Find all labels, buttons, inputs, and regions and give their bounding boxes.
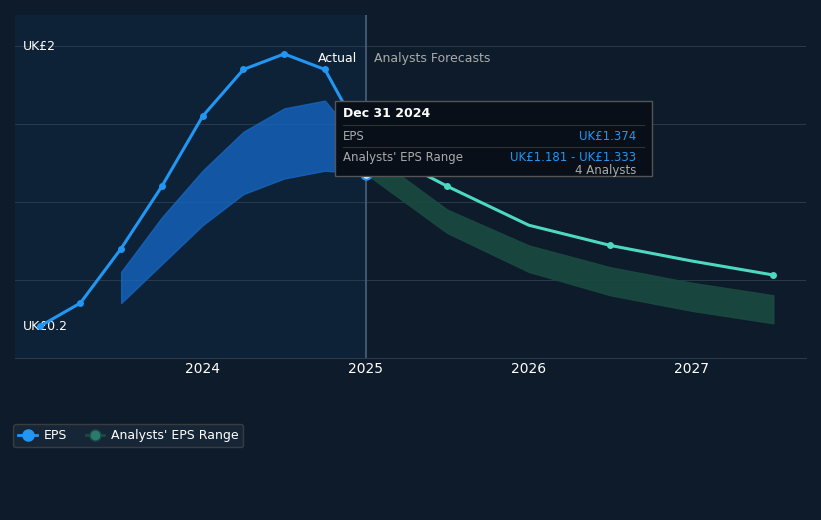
Text: UK£1.374: UK£1.374 [579, 130, 636, 143]
Point [359, 170, 372, 178]
Text: Dec 31 2024: Dec 31 2024 [343, 108, 430, 121]
Point [767, 271, 780, 279]
Point [319, 66, 332, 74]
FancyBboxPatch shape [336, 101, 652, 176]
Point [196, 112, 209, 120]
Point [359, 146, 372, 154]
Legend: EPS, Analysts' EPS Range: EPS, Analysts' EPS Range [13, 424, 243, 447]
Point [603, 241, 617, 250]
Point [277, 50, 291, 58]
Point [115, 244, 128, 253]
Point [359, 139, 372, 148]
Point [33, 322, 46, 331]
Text: UK£2: UK£2 [23, 40, 57, 53]
Point [155, 182, 168, 190]
Text: 4 Analysts: 4 Analysts [575, 164, 636, 177]
Text: UK£0.2: UK£0.2 [23, 320, 68, 333]
Text: Analysts' EPS Range: Analysts' EPS Range [343, 151, 463, 164]
Text: UK£1.181 - UK£1.333: UK£1.181 - UK£1.333 [510, 151, 636, 164]
Bar [15, 15, 365, 358]
Point [359, 139, 372, 148]
Text: Actual: Actual [319, 52, 358, 65]
Text: Analysts Forecasts: Analysts Forecasts [374, 52, 490, 65]
Point [236, 66, 250, 74]
Point [441, 182, 454, 190]
Point [74, 299, 87, 307]
Text: EPS: EPS [343, 130, 365, 143]
